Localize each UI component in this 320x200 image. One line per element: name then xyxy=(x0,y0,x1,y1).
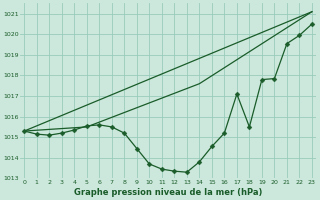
X-axis label: Graphe pression niveau de la mer (hPa): Graphe pression niveau de la mer (hPa) xyxy=(74,188,262,197)
